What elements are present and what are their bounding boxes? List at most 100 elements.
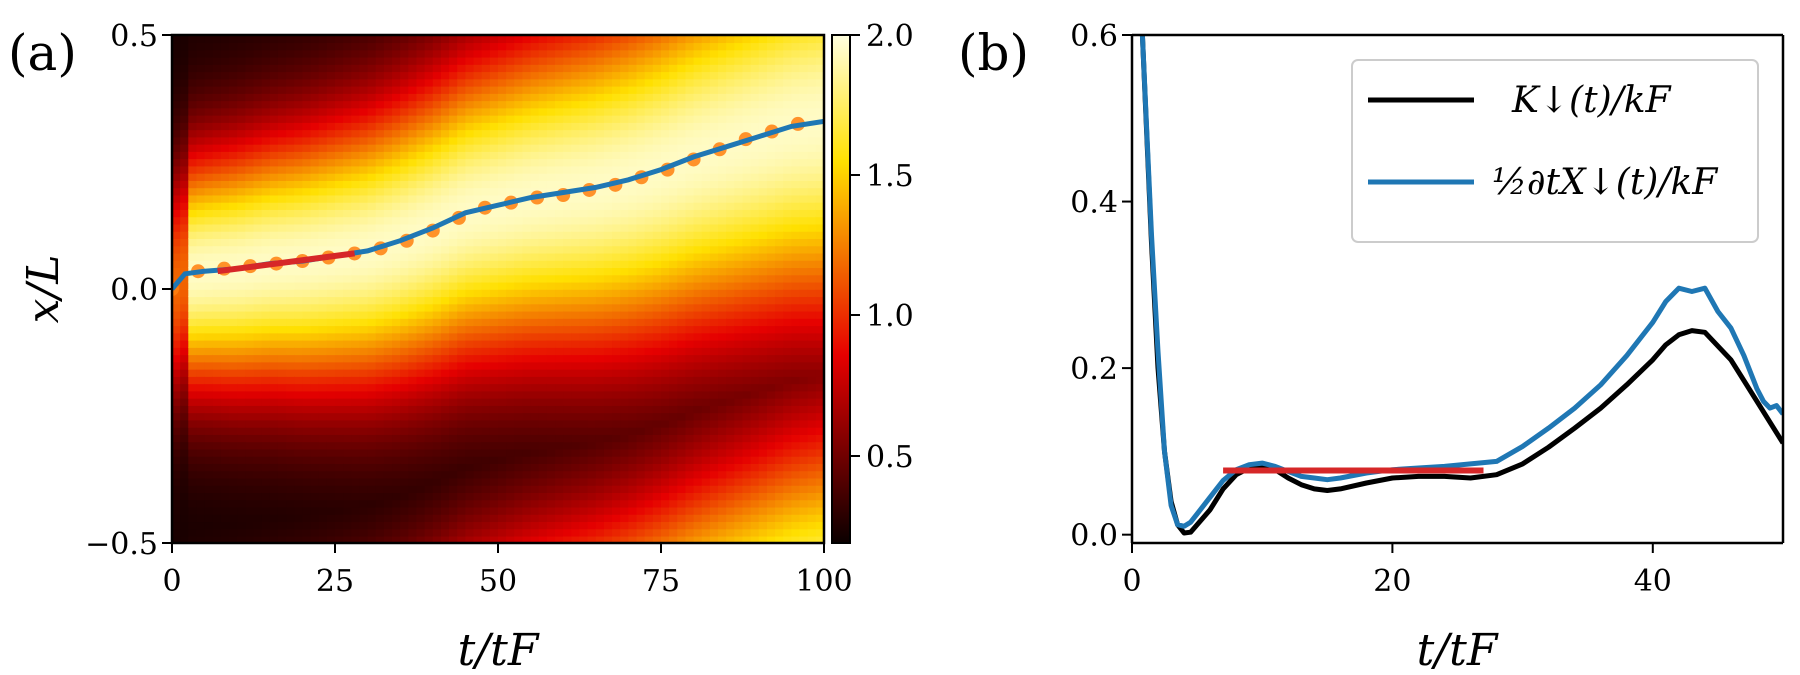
heatmap-cell xyxy=(180,223,190,232)
heatmap-cell xyxy=(489,49,499,58)
heatmap-cell xyxy=(229,535,238,543)
heatmap-cell xyxy=(514,303,524,312)
heatmap-cell xyxy=(587,252,597,261)
heatmap-cell xyxy=(603,296,613,305)
heatmap-cell xyxy=(359,42,369,51)
heatmap-cell xyxy=(514,49,524,58)
heatmap-cell xyxy=(204,347,214,356)
heatmap-cell xyxy=(473,390,483,399)
heatmap-cell xyxy=(587,368,597,377)
heatmap-cell xyxy=(416,484,426,493)
heatmap-cell xyxy=(661,383,670,392)
heatmap-cell xyxy=(481,267,491,276)
heatmap-cell xyxy=(718,238,727,247)
heatmap-cell xyxy=(416,383,426,392)
heatmap-cell xyxy=(530,122,540,131)
heatmap-cell xyxy=(579,492,589,501)
heatmap-cell xyxy=(294,143,304,152)
heatmap-cell xyxy=(383,194,393,203)
heatmap-cell xyxy=(563,143,573,152)
heatmap-cell xyxy=(310,209,320,218)
heatmap-cell xyxy=(522,455,532,464)
heatmap-cell xyxy=(661,151,670,160)
heatmap-cell xyxy=(237,100,247,109)
heatmap-cell xyxy=(343,477,353,486)
heatmap-cell xyxy=(343,201,353,210)
heatmap-cell xyxy=(188,376,198,385)
heatmap-cell xyxy=(424,151,434,160)
heatmap-cell xyxy=(571,274,581,283)
heatmap-cell xyxy=(416,151,426,160)
heatmap-cell xyxy=(204,426,214,435)
heatmap-cell xyxy=(628,194,638,203)
heatmap-cell xyxy=(359,201,369,210)
heatmap-cell xyxy=(522,463,532,472)
heatmap-cell xyxy=(726,35,736,44)
heatmap-cell xyxy=(652,354,662,363)
heatmap-cell xyxy=(400,332,410,341)
heatmap-cell xyxy=(449,412,459,421)
heatmap-cell xyxy=(677,332,687,341)
heatmap-cell xyxy=(628,42,638,51)
heatmap-cell xyxy=(326,201,336,210)
heatmap-cell xyxy=(253,158,263,167)
heatmap-cell xyxy=(220,230,230,239)
heatmap-cell xyxy=(424,281,434,290)
heatmap-cell xyxy=(359,78,369,87)
heatmap-cell xyxy=(473,165,483,174)
heatmap-cell xyxy=(677,463,687,472)
heatmap-cell xyxy=(579,289,589,298)
heatmap-cell xyxy=(603,484,613,493)
heatmap-cell xyxy=(465,310,475,319)
heatmap-cell xyxy=(644,354,654,363)
heatmap-cell xyxy=(685,223,695,232)
heatmap-cell xyxy=(595,390,605,399)
heatmap-cell xyxy=(449,100,459,109)
heatmap-cell xyxy=(220,390,230,399)
heatmap-cell xyxy=(595,42,605,51)
heatmap-cell xyxy=(343,85,353,94)
heatmap-cell xyxy=(473,100,483,109)
heatmap-cell xyxy=(196,318,206,327)
heatmap-cell xyxy=(261,209,271,218)
heatmap-cell xyxy=(465,42,475,51)
heatmap-cell xyxy=(229,78,238,87)
heatmap-cell xyxy=(261,230,271,239)
heatmap-cell xyxy=(457,419,467,428)
heatmap-cell xyxy=(188,310,198,319)
heatmap-cell xyxy=(579,368,589,377)
heatmap-cell xyxy=(473,455,483,464)
heatmap-cell xyxy=(563,376,573,385)
heatmap-cell xyxy=(734,259,744,269)
heatmap-cell xyxy=(571,528,581,537)
heatmap-cell xyxy=(229,216,238,225)
heatmap-cell xyxy=(644,85,654,94)
heatmap-cell xyxy=(188,122,198,131)
heatmap-cell xyxy=(701,463,711,472)
heatmap-cell xyxy=(514,64,524,73)
heatmap-cell xyxy=(343,332,353,341)
heatmap-cell xyxy=(294,122,304,131)
heatmap-cell xyxy=(693,114,703,123)
heatmap-cell xyxy=(424,100,434,109)
heatmap-cell xyxy=(693,470,703,479)
heatmap-cell xyxy=(620,238,630,247)
heatmap-cell xyxy=(506,441,516,450)
heatmap-cell xyxy=(310,318,320,327)
heatmap-cell xyxy=(432,78,442,87)
heatmap-cell xyxy=(726,281,736,290)
heatmap-cell xyxy=(709,136,719,145)
heatmap-cell xyxy=(628,376,638,385)
heatmap-cell xyxy=(587,71,597,80)
heatmap-cell xyxy=(253,325,263,334)
heatmap-cell xyxy=(652,122,662,131)
heatmap-cell xyxy=(603,64,613,73)
heatmap-cell xyxy=(709,361,719,370)
heatmap-cell xyxy=(742,151,752,160)
heatmap-cell xyxy=(212,448,222,457)
heatmap-cell xyxy=(612,289,622,298)
heatmap-cell xyxy=(343,405,353,414)
heatmap-cell xyxy=(546,535,556,543)
heatmap-cell xyxy=(546,463,556,472)
heatmap-cell xyxy=(473,56,483,65)
